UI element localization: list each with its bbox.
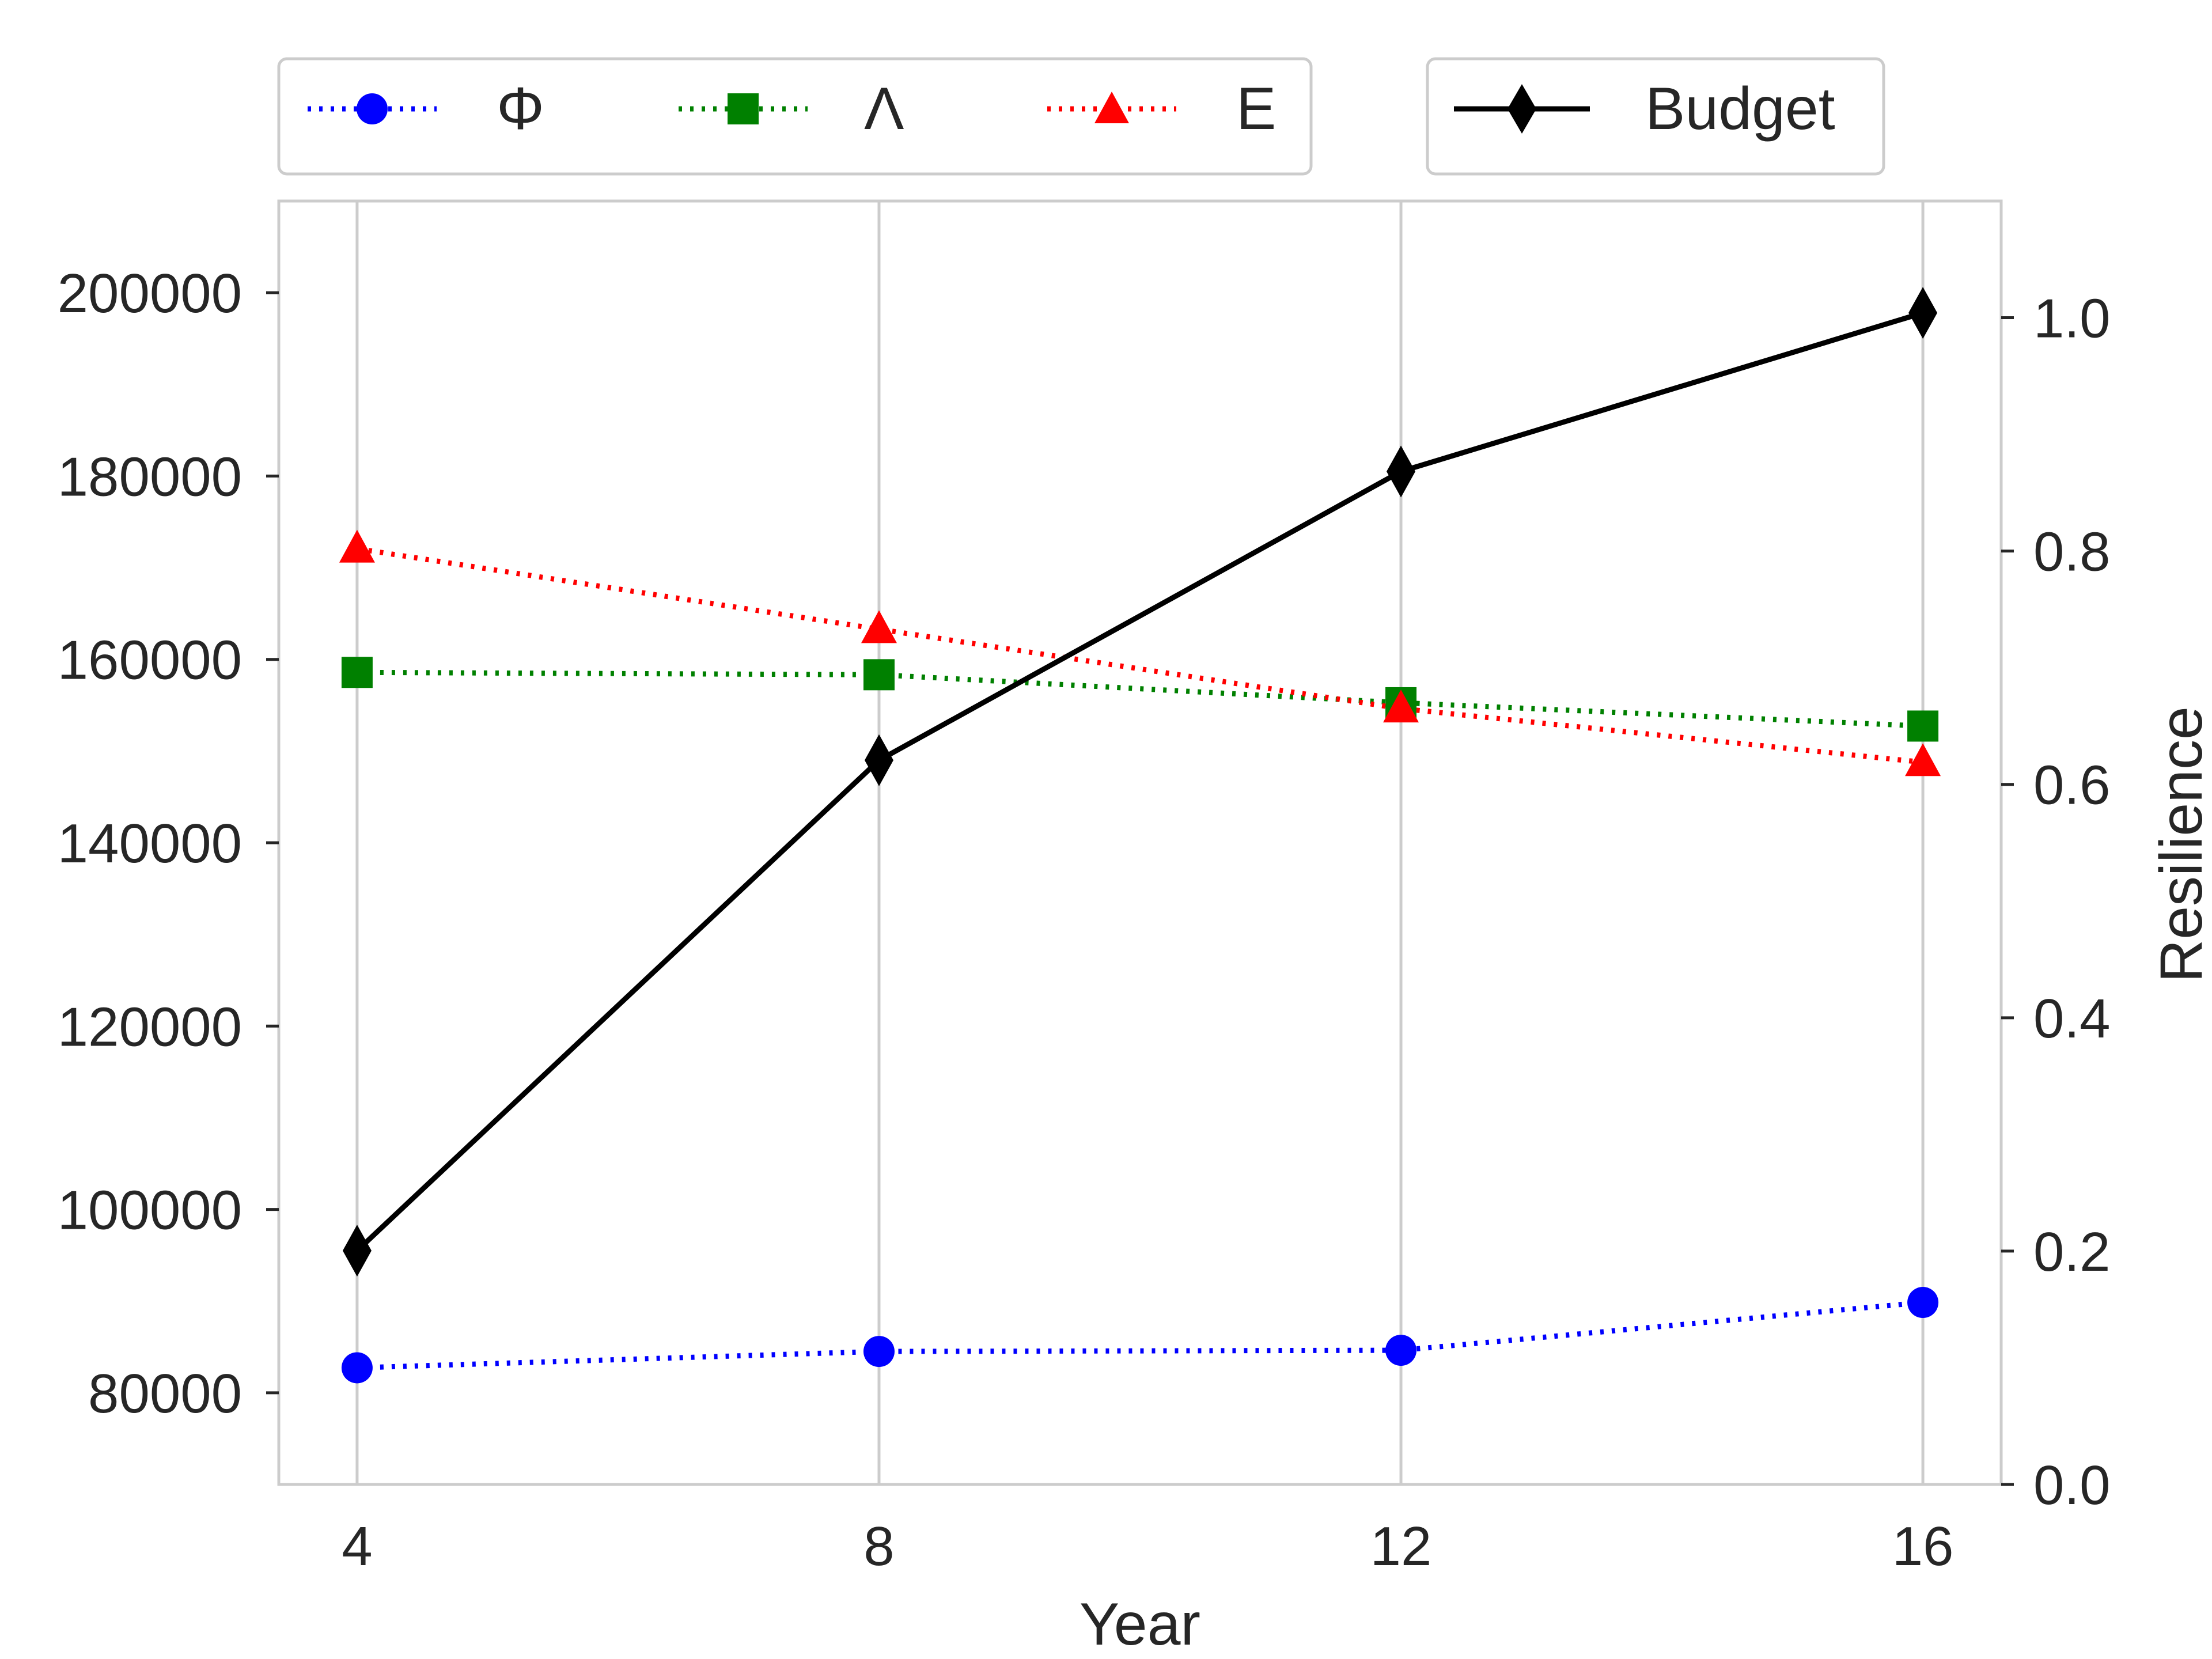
data-point (341, 1352, 373, 1384)
right-y-tick-label: 0.0 (2033, 1455, 2110, 1516)
right-y-axis-title: Resilience (2148, 706, 2212, 983)
x-tick-label: 12 (1370, 1516, 1432, 1577)
x-axis-ticks: 4 8 12 16 (342, 1516, 1953, 1577)
series-diamond (342, 287, 1938, 1277)
left-y-tick-label: 100000 (58, 1180, 242, 1241)
data-point (339, 529, 375, 563)
data-point (1387, 445, 1416, 498)
series-square (341, 657, 1939, 742)
series-triangle (339, 529, 1941, 777)
left-y-tick-label: 120000 (58, 996, 242, 1058)
left-y-tick-label: 80000 (88, 1363, 242, 1425)
legend-label-lambda: Λ (864, 75, 904, 142)
legend-label-e: E (1236, 75, 1276, 142)
grid-lines (355, 201, 1925, 1484)
x-axis-title: Year (1080, 1591, 1200, 1658)
data-point (1383, 690, 1419, 723)
left-y-tick-label: 180000 (58, 446, 242, 507)
data-point (861, 610, 897, 643)
x-tick-label: 16 (1892, 1516, 1954, 1577)
legend-item-phi: Φ (308, 75, 544, 142)
right-y-tick-label: 0.4 (2033, 988, 2110, 1050)
legend-marker-circle-icon (357, 93, 388, 124)
legend-marker-triangle-icon (1094, 92, 1129, 123)
legend-label-phi: Φ (497, 75, 544, 142)
x-tick-label: 8 (863, 1516, 894, 1577)
right-y-tick-label: 0.2 (2033, 1221, 2110, 1283)
left-y-tick-label: 140000 (58, 813, 242, 874)
series-line (357, 1300, 1923, 1370)
legend-label-budget: Budget (1645, 75, 1835, 142)
left-y-tick-label: 160000 (58, 630, 242, 691)
series-layer (339, 287, 1941, 1384)
left-y-tick-label: 200000 (58, 263, 242, 324)
x-tick-label: 4 (342, 1516, 372, 1577)
legend-item-budget: Budget (1454, 75, 1835, 142)
legend-marker-square-icon (728, 93, 759, 124)
series-line (355, 310, 1924, 1253)
right-y-axis-ticks: 0.0 0.2 0.4 0.6 0.8 1.0 (2001, 288, 2110, 1516)
right-y-tick-label: 0.8 (2033, 521, 2110, 583)
data-point (342, 1225, 372, 1277)
legend-item-lambda: Λ (679, 75, 904, 142)
data-point (863, 1336, 895, 1368)
right-y-tick-label: 1.0 (2033, 288, 2110, 350)
legend-box-right: Budget (1426, 57, 1885, 176)
legend-marker-diamond-icon (1508, 84, 1536, 134)
legend-box-left: Φ Λ E (277, 57, 1313, 176)
series-circle (341, 1287, 1939, 1384)
data-point (864, 734, 893, 786)
data-point (341, 657, 373, 688)
series-line (357, 546, 1923, 765)
left-y-axis-ticks: 80000 100000 120000 140000 160000 180000 20000… (58, 263, 279, 1425)
data-point (1907, 710, 1939, 742)
series-line (357, 669, 1923, 729)
legend-item-e: E (1047, 75, 1276, 142)
right-y-tick-label: 0.6 (2033, 755, 2110, 816)
plot-frame (277, 199, 2003, 1486)
data-point (863, 659, 895, 691)
data-point (1907, 1287, 1939, 1319)
data-point (1385, 1335, 1417, 1366)
data-point (1908, 287, 1938, 339)
data-point (1905, 743, 1941, 777)
